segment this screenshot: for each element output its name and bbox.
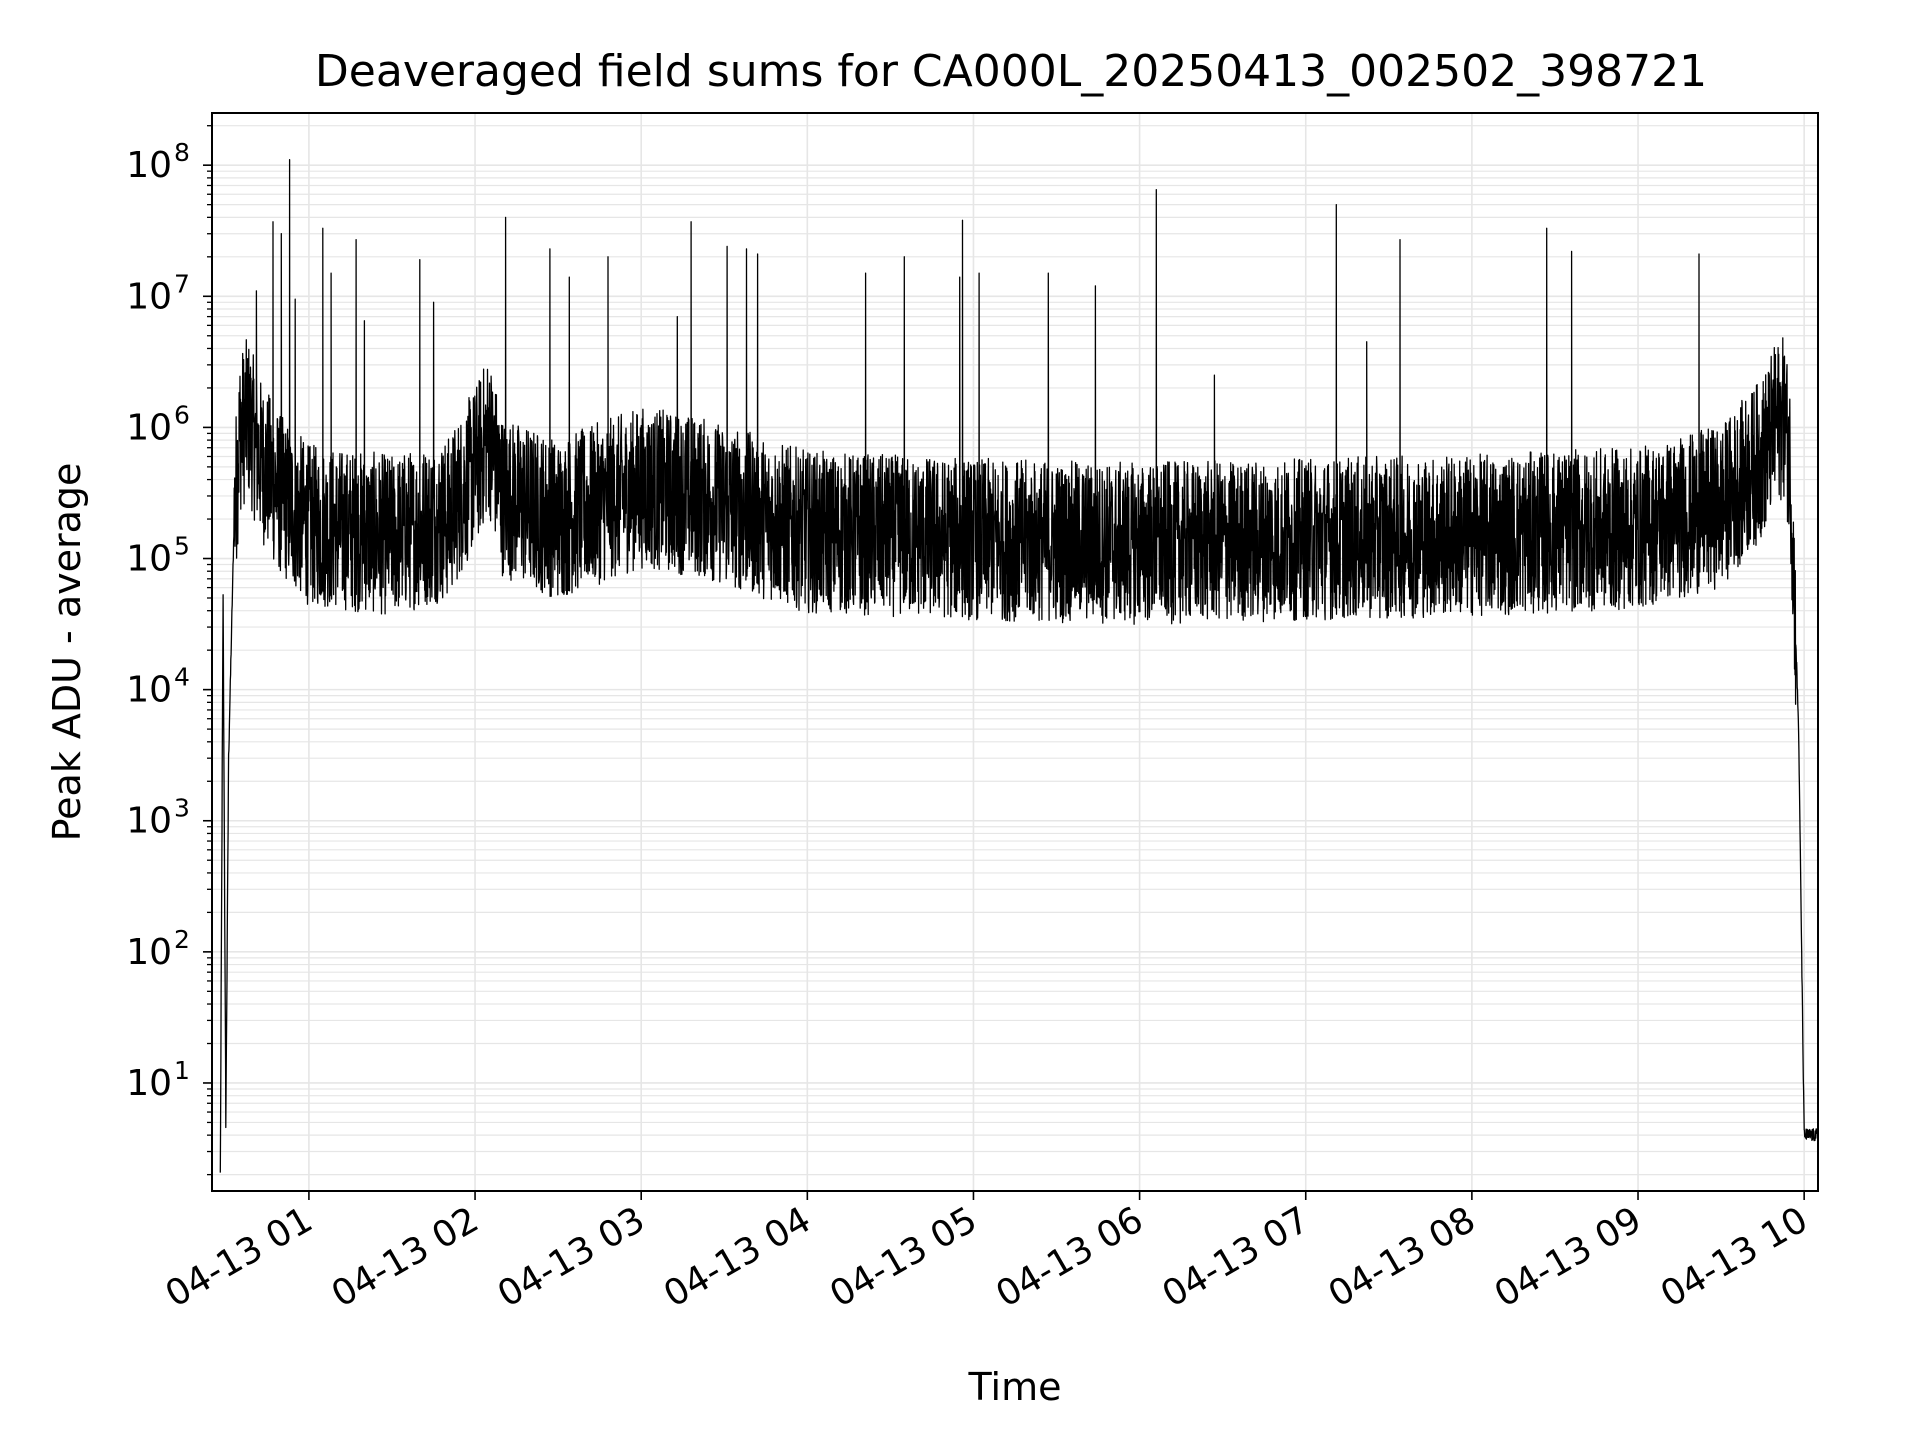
series-layer (219, 159, 1819, 1173)
series-line (219, 159, 1819, 1173)
y-tick-label: 10 (126, 1063, 172, 1104)
grid (212, 113, 1818, 1191)
y-tick-exponent: 8 (174, 138, 190, 167)
y-tick-label: 10 (126, 276, 172, 317)
x-axis-label: Time (968, 1365, 1062, 1409)
y-tick-label: 10 (126, 145, 172, 186)
y-tick-label: 10 (126, 670, 172, 711)
y-tick-exponent: 4 (174, 663, 190, 692)
y-tick-label: 10 (126, 539, 172, 580)
y-tick-exponent: 3 (174, 794, 190, 823)
y-tick-label: 10 (126, 801, 172, 842)
y-tick-exponent: 1 (174, 1056, 190, 1085)
plot-frame (211, 112, 1819, 1192)
y-tick-exponent: 5 (174, 532, 190, 561)
y-tick-label: 10 (126, 932, 172, 973)
y-tick-label: 10 (126, 407, 172, 448)
chart-title: Deaveraged field sums for CA000L_2025041… (315, 46, 1707, 97)
y-tick-exponent: 7 (174, 269, 190, 298)
y-tick-exponent: 2 (174, 925, 190, 954)
y-axis-label: Peak ADU - average (45, 463, 89, 842)
y-tick-exponent: 6 (174, 400, 190, 429)
